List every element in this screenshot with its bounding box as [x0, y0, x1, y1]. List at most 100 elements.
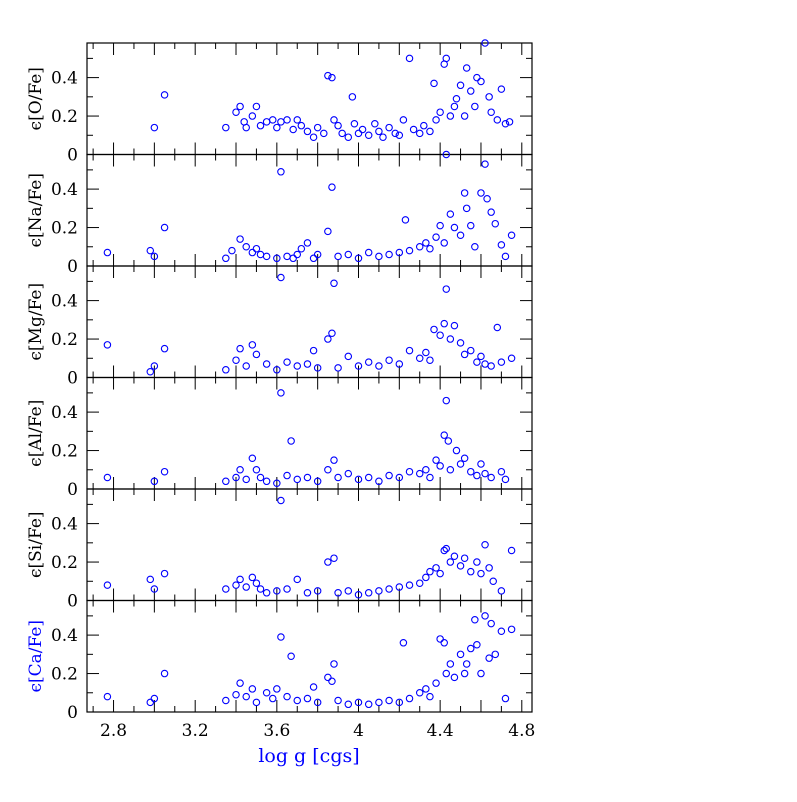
data-point: [385, 585, 393, 593]
data-point: [477, 77, 485, 86]
data-point: [426, 356, 434, 364]
data-point: [450, 552, 459, 561]
data-point: [385, 123, 393, 132]
data-point: [395, 248, 404, 257]
data-point: [277, 273, 285, 282]
data-point: [385, 356, 393, 364]
data-point: [222, 585, 230, 593]
data-point: [344, 352, 353, 361]
data-point: [493, 116, 502, 124]
data-point: [273, 123, 281, 132]
data-point: [222, 254, 230, 263]
panel-frame: [86, 42, 533, 156]
data-point: [293, 250, 302, 259]
x-axis-label: log g [cgs]: [258, 745, 359, 767]
data-point: [471, 102, 479, 111]
data-point: [477, 460, 485, 468]
data-point: [497, 467, 506, 476]
data-point: [277, 118, 285, 126]
data-point: [456, 81, 465, 90]
data-point: [450, 673, 459, 682]
data-point: [283, 585, 291, 593]
data-point: [426, 244, 434, 253]
data-point: [471, 615, 479, 624]
data-point: [228, 246, 236, 255]
data-point: [160, 669, 169, 678]
data-point: [297, 244, 306, 253]
data-point: [313, 587, 322, 595]
y-axis-label: ϵ[O/Fe]: [26, 67, 46, 130]
data-point: [242, 362, 250, 370]
data-point: [146, 698, 155, 707]
data-point: [405, 467, 414, 476]
data-point: [313, 250, 322, 259]
data-point: [160, 467, 169, 476]
data-point: [481, 39, 489, 47]
data-point: [248, 341, 257, 349]
data-point: [320, 129, 328, 138]
data-point: [242, 475, 250, 484]
data-point: [334, 121, 342, 130]
data-point: [232, 108, 240, 116]
data-point: [477, 352, 485, 361]
data-point: [507, 546, 516, 555]
data-point: [375, 477, 383, 486]
data-point: [222, 696, 230, 705]
panel-4: 0 0.2 0.4ϵ[Al/Fe]: [26, 376, 533, 500]
data-point: [364, 473, 373, 482]
data-point: [473, 358, 481, 366]
y-tick-label: 0.2: [51, 107, 78, 127]
data-point: [222, 366, 230, 374]
data-point: [460, 189, 469, 197]
data-point: [277, 496, 285, 505]
data-point: [236, 102, 244, 111]
data-point: [507, 354, 516, 363]
data-point: [283, 692, 291, 701]
data-point: [328, 677, 336, 685]
data-point: [150, 123, 159, 132]
data-point: [150, 362, 159, 370]
data-point: [467, 467, 475, 476]
data-point: [422, 239, 430, 247]
data-point: [334, 252, 342, 261]
data-point: [150, 477, 159, 486]
data-point: [415, 354, 424, 363]
x-tick-label: 3.2: [182, 721, 209, 741]
data-point: [401, 216, 410, 224]
data-point: [462, 660, 471, 668]
data-point: [287, 652, 295, 660]
data-point: [456, 231, 465, 239]
data-point: [395, 473, 404, 482]
data-point: [426, 567, 434, 576]
data-point: [440, 546, 448, 555]
data-point: [426, 692, 434, 701]
data-point: [328, 73, 336, 82]
data-point: [491, 650, 500, 659]
data-point: [422, 573, 430, 582]
panels-group: 00.20.4ϵ[O/Fe]00.20.4ϵ[Na/Fe]00.20.4ϵ[Mg…: [26, 39, 533, 723]
data-point: [405, 246, 414, 255]
data-point: [497, 358, 506, 366]
data-point: [313, 364, 322, 372]
data-point: [364, 700, 373, 709]
data-point: [354, 698, 363, 707]
data-point: [236, 235, 244, 243]
data-point: [507, 625, 516, 634]
data-point: [460, 669, 469, 678]
data-point: [446, 112, 455, 120]
data-point: [467, 87, 475, 95]
data-point: [409, 125, 418, 134]
data-point: [487, 108, 495, 116]
x-tick-labels: 2.8 3.2 3.6 4 4.4 4.8: [100, 721, 535, 741]
y-tick-label: 0.4: [51, 515, 78, 535]
data-point: [303, 360, 312, 368]
data-point: [497, 85, 506, 93]
data-point: [415, 129, 424, 138]
y-tick-label: 0.2: [51, 665, 78, 685]
data-point: [375, 587, 383, 595]
panel-1: 0 0.2 0.4ϵ[O/Fe]: [26, 39, 533, 166]
data-point: [273, 685, 281, 693]
data-point: [477, 569, 485, 578]
data-point: [256, 121, 265, 130]
